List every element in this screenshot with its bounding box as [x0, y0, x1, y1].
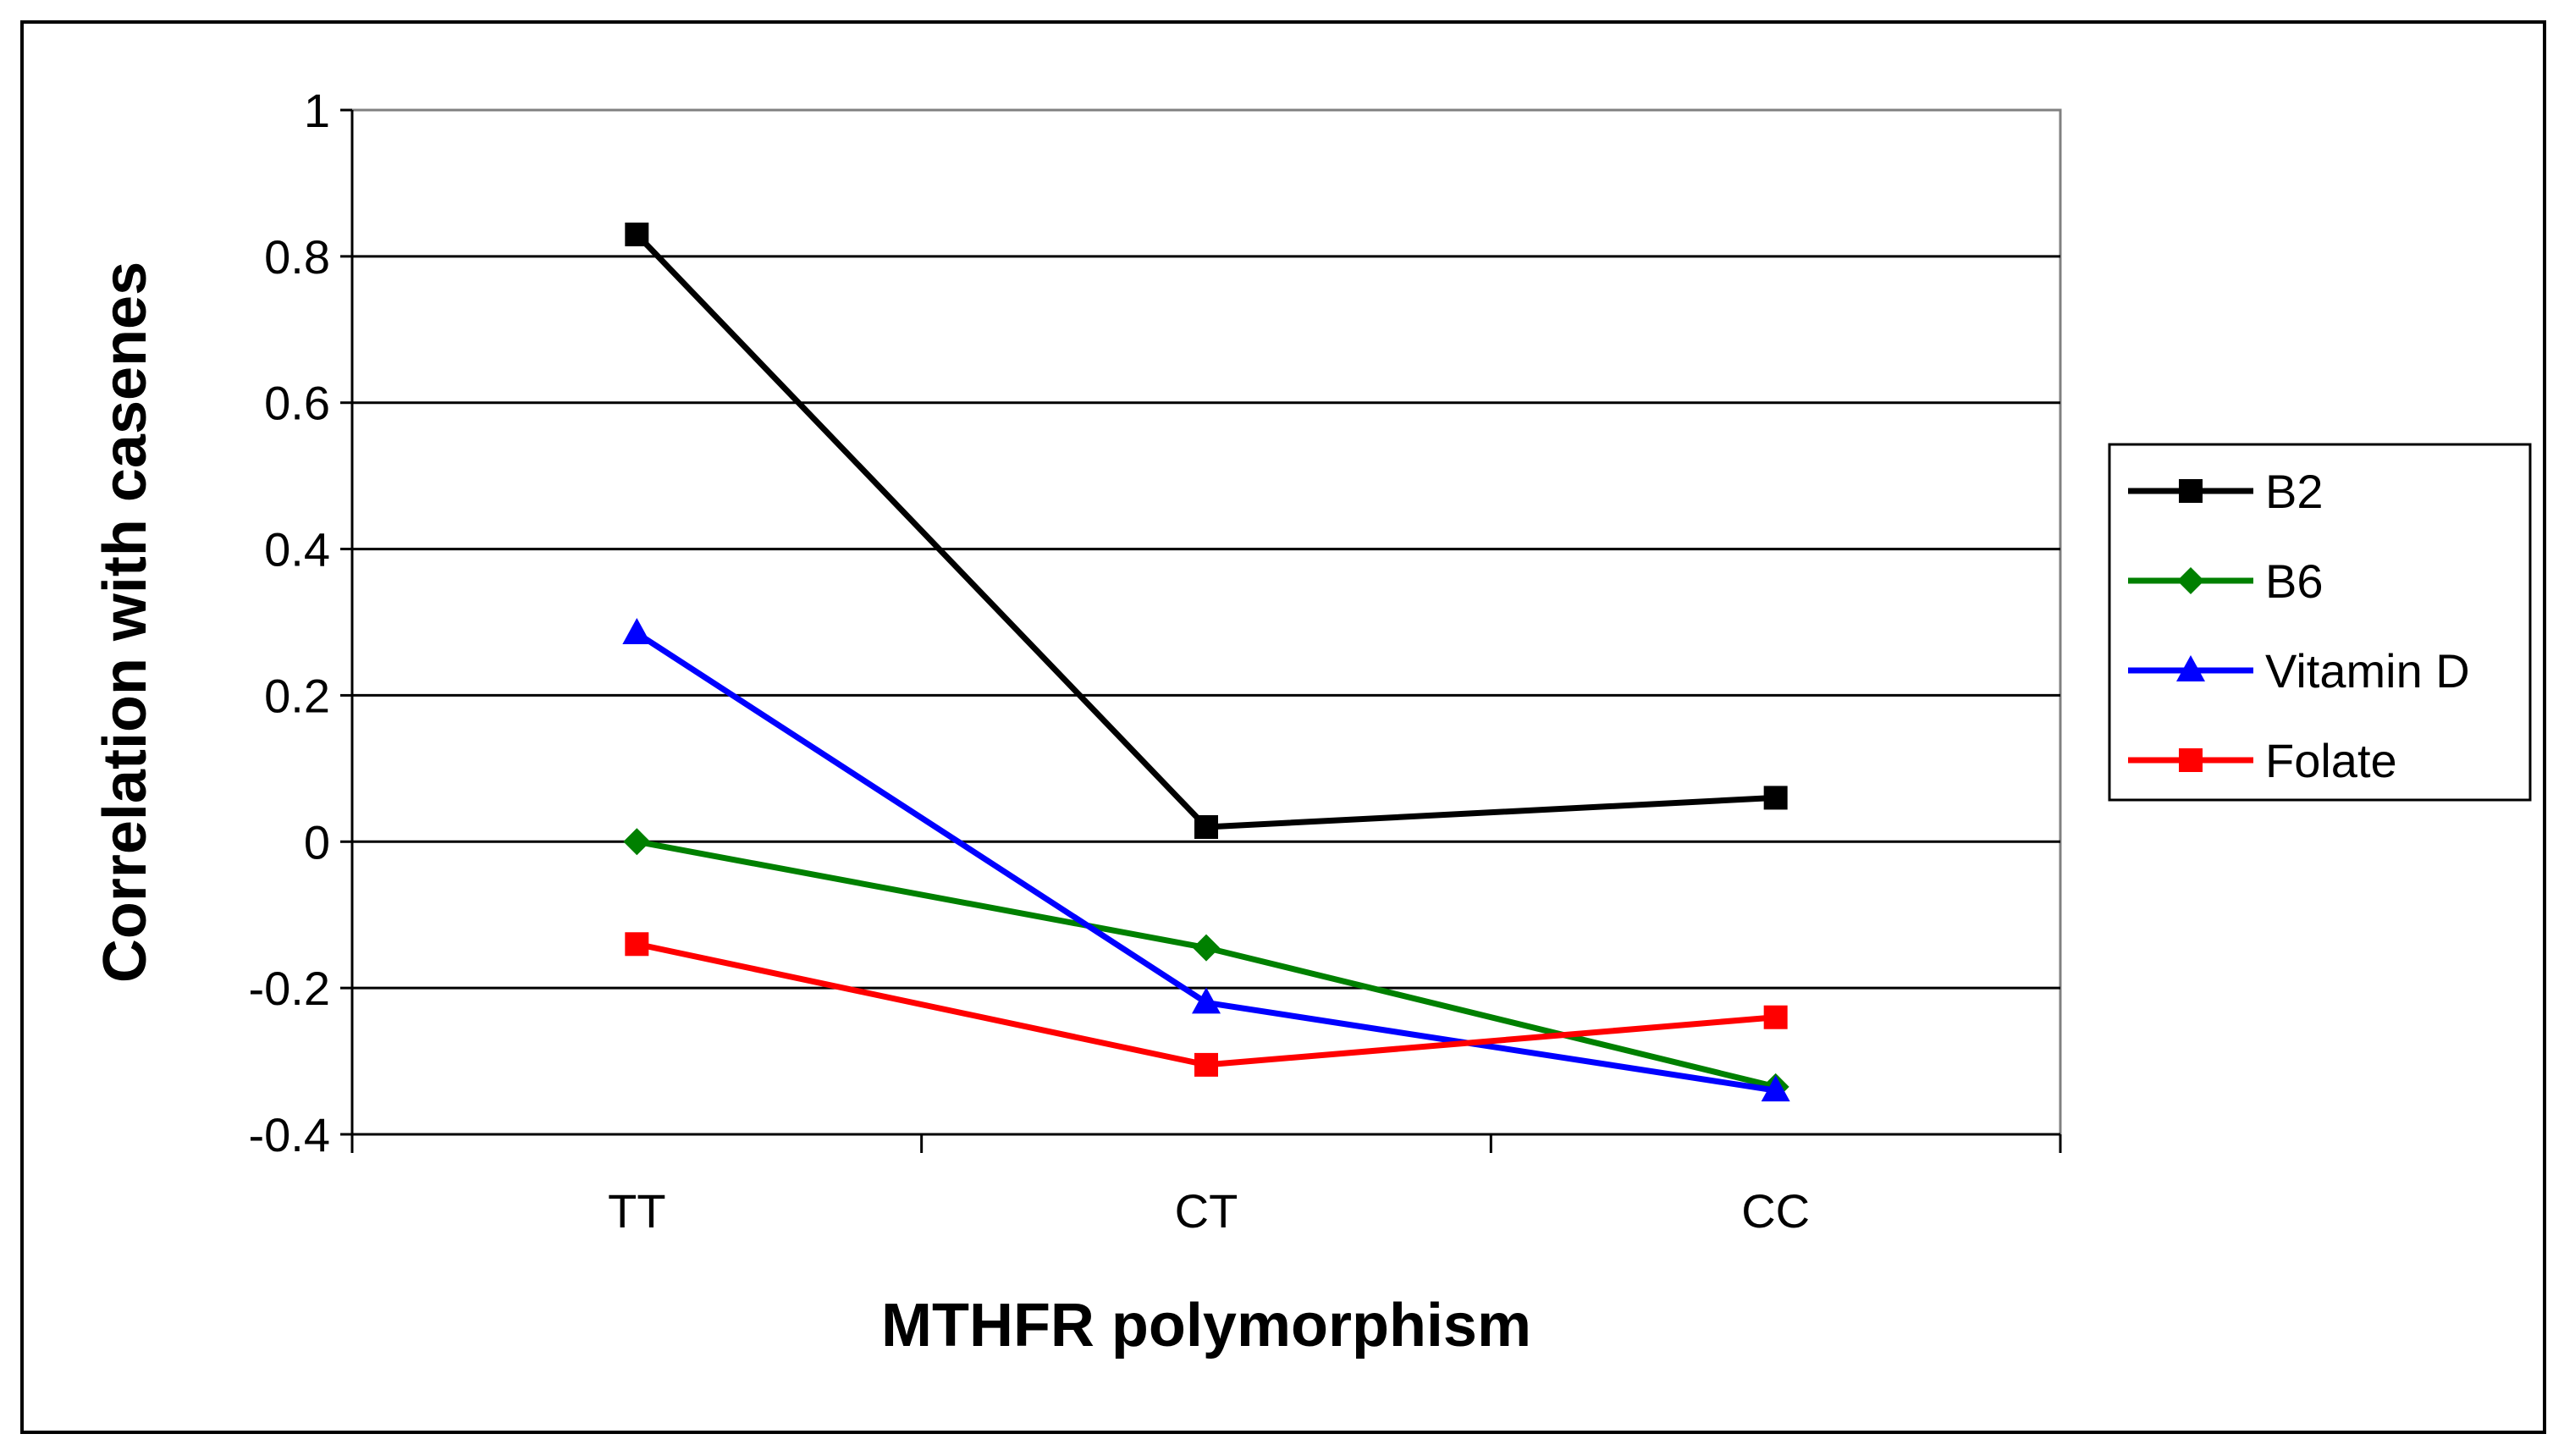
x-tick-label: TT: [608, 1184, 665, 1238]
legend-marker-b6: [2177, 567, 2204, 594]
legend-marker-b2: [2179, 479, 2203, 503]
series-vitamin-d: [622, 617, 1790, 1102]
y-tick-label: 0.4: [264, 523, 330, 576]
data-point-vitamin-d: [622, 617, 652, 644]
data-point-vitamin-d: [1192, 987, 1221, 1014]
y-axis-title: Correlation with casenes: [91, 262, 159, 983]
y-tick-label: 0.2: [264, 669, 330, 722]
data-point-vitamin-d: [1761, 1075, 1790, 1102]
axes: [340, 108, 2062, 1153]
legend-marker-folate: [2179, 748, 2203, 772]
legend-label-vitamin-d: Vitamin D: [2265, 644, 2470, 698]
y-tick-label: 0: [304, 815, 330, 869]
data-point-b6: [623, 828, 651, 856]
x-axis-title: MTHFR polymorphism: [881, 1292, 1531, 1359]
legend-box: [2108, 443, 2532, 802]
data-point-folate: [1763, 1005, 1788, 1029]
series-b2: [625, 222, 1788, 839]
data-point-b2: [625, 222, 649, 246]
x-tick-label: CC: [1741, 1184, 1810, 1238]
x-tick-label: CT: [1175, 1184, 1238, 1238]
y-tick-label: -0.4: [249, 1108, 331, 1161]
data-point-b2: [1763, 786, 1788, 810]
legend-label-b2: B2: [2265, 465, 2324, 518]
x-tick-labels: TT CT CC: [608, 1184, 1810, 1238]
legend-label-b6: B6: [2265, 554, 2324, 608]
data-point-folate: [625, 932, 649, 957]
legend-label-folate: Folate: [2265, 734, 2397, 787]
data-point-folate: [1194, 1052, 1218, 1077]
series-group: [622, 222, 1790, 1102]
legend-marker-vitamin-d: [2176, 655, 2205, 681]
y-tick-label: 0.6: [264, 377, 330, 430]
y-tick-labels: -0.4 -0.2 0 0.2 0.4 0.6 0.8 1: [249, 84, 331, 1161]
y-tick-label: -0.2: [249, 962, 331, 1015]
series-folate: [625, 932, 1788, 1077]
y-tick-label: 1: [304, 84, 330, 137]
legend: B2 B6 Vitamin D Folate: [2108, 443, 2532, 802]
y-tick-label: 0.8: [264, 230, 330, 284]
plot-area: [350, 108, 2062, 1136]
data-point-b2: [1194, 815, 1218, 839]
data-point-b6: [1193, 934, 1220, 962]
